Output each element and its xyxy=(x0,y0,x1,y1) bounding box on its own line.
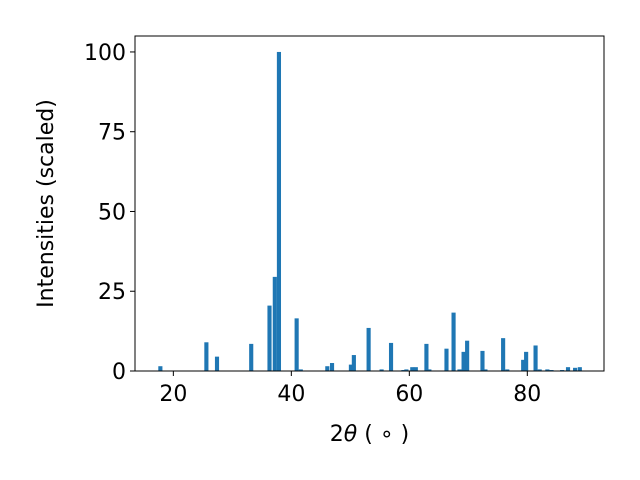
bar xyxy=(577,367,582,371)
bar xyxy=(388,342,394,371)
bar xyxy=(413,367,418,371)
bar xyxy=(298,369,303,371)
bar xyxy=(351,355,356,371)
bar xyxy=(483,369,488,371)
bar xyxy=(537,369,542,371)
y-axis-label: Intensities (scaled) xyxy=(34,99,59,308)
bar xyxy=(565,367,571,371)
bar xyxy=(272,276,277,371)
y-tick-label: 0 xyxy=(112,360,126,385)
bar xyxy=(545,369,550,371)
x-tick-label: 80 xyxy=(513,382,541,407)
bar xyxy=(294,318,299,371)
x-tick-label: 20 xyxy=(159,382,187,407)
bar xyxy=(505,369,510,371)
bar xyxy=(427,369,432,371)
x-tick-label: 60 xyxy=(395,382,423,407)
bar xyxy=(204,342,209,371)
y-tick-label: 100 xyxy=(84,41,126,66)
bar xyxy=(457,369,462,371)
bar xyxy=(521,359,526,371)
bar xyxy=(480,350,485,371)
bar xyxy=(524,351,529,371)
x-axis-label: 2θ ( ∘ ) xyxy=(330,422,409,447)
bar xyxy=(379,369,384,371)
x-axis-label-suffix: ( ∘ ) xyxy=(357,422,409,447)
bar xyxy=(410,367,415,371)
bar xyxy=(366,327,371,371)
x-axis-label-prefix: 2 xyxy=(330,422,344,447)
y-tick-label: 50 xyxy=(98,200,126,225)
y-tick-label: 25 xyxy=(98,280,126,305)
bar xyxy=(329,363,335,371)
bar xyxy=(158,366,163,371)
x-tick-label: 40 xyxy=(277,382,305,407)
bar xyxy=(267,305,272,371)
bar xyxy=(325,366,330,371)
bar xyxy=(404,369,409,371)
bars-group xyxy=(158,51,582,371)
bar xyxy=(424,343,429,371)
x-axis-label-symbol: θ xyxy=(344,422,358,447)
plot-frame xyxy=(134,35,605,372)
bar xyxy=(451,312,456,371)
bar xyxy=(573,367,578,371)
y-axis-ticks: 0 25 50 75 100 xyxy=(84,41,135,385)
bar xyxy=(461,351,466,371)
bar xyxy=(214,356,220,371)
bar xyxy=(348,364,353,371)
y-tick-label: 75 xyxy=(98,121,126,146)
bar xyxy=(444,348,449,371)
bar xyxy=(276,51,282,371)
x-axis-ticks: 20 40 60 80 xyxy=(159,371,541,407)
bar xyxy=(533,345,538,371)
bar xyxy=(465,340,470,371)
bar xyxy=(501,338,506,371)
bar xyxy=(249,343,254,371)
